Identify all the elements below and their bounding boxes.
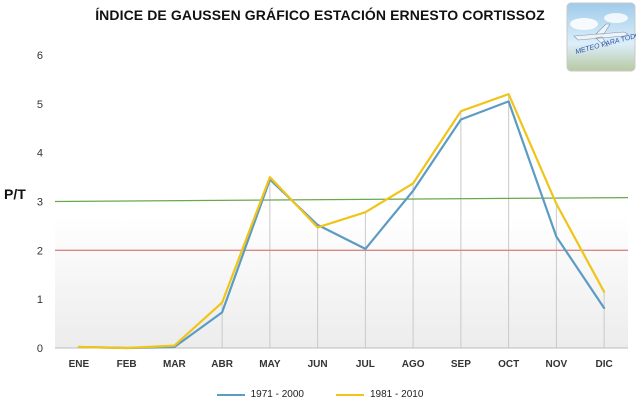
meteo-para-todos-logo: METEO PARA TODOS	[566, 2, 636, 72]
series-lines	[77, 92, 606, 350]
x-tick-labels: ENE FEB MAR ABR MAY JUN JUL AGO SEP OCT NOV DIC	[69, 359, 613, 370]
series-line-1971-2000	[77, 100, 606, 350]
plot-area	[55, 55, 628, 348]
legend-label-1981-2010: 1981 - 2010	[370, 389, 424, 400]
legend-swatch-1981-2010	[336, 393, 364, 396]
x-tick-label: SEP	[451, 359, 471, 370]
x-tick-label: JUN	[308, 359, 328, 370]
y-tick-labels: 0 1 2 3 4 5 6	[37, 50, 43, 355]
x-tick-label: AGO	[402, 359, 425, 370]
y-axis-label: P/T	[4, 186, 26, 202]
y-tick-label: 0	[37, 343, 43, 355]
x-tick-label: FEB	[117, 359, 137, 370]
legend: 1971 - 2000 1981 - 2010	[0, 389, 640, 400]
x-tick-label: ABR	[211, 359, 233, 370]
x-tick-label: NOV	[546, 359, 568, 370]
legend-swatch-1971-2000	[216, 393, 245, 396]
y-tick-label: 3	[37, 197, 43, 209]
drop-lines	[78, 94, 605, 348]
x-tick-label: ENE	[69, 359, 90, 370]
chart-title: ÍNDICE DE GAUSSEN GRÁFICO ESTACIÓN ERNES…	[95, 7, 545, 23]
reference-line	[54, 196, 629, 203]
x-tick-label: MAR	[163, 359, 187, 370]
legend-item-1981-2010: 1981 - 2010	[336, 389, 423, 400]
x-tick-label: DIC	[596, 359, 613, 370]
y-tick-label: 6	[37, 50, 43, 62]
legend-label-1971-2000: 1971 - 2000	[250, 389, 304, 400]
series-line-1981-2010	[77, 92, 606, 350]
x-tick-label: MAY	[259, 359, 281, 370]
y-tick-label: 1	[37, 294, 43, 306]
x-tick-label: JUL	[356, 359, 375, 370]
y-tick-label: 4	[37, 148, 43, 160]
x-tick-label: OCT	[498, 359, 519, 370]
airplane-icon	[573, 23, 629, 47]
y-tick-label: 5	[37, 99, 43, 111]
legend-item-1971-2000: 1971 - 2000	[216, 389, 304, 400]
reference-lines	[54, 196, 629, 251]
y-tick-label: 2	[37, 245, 43, 257]
